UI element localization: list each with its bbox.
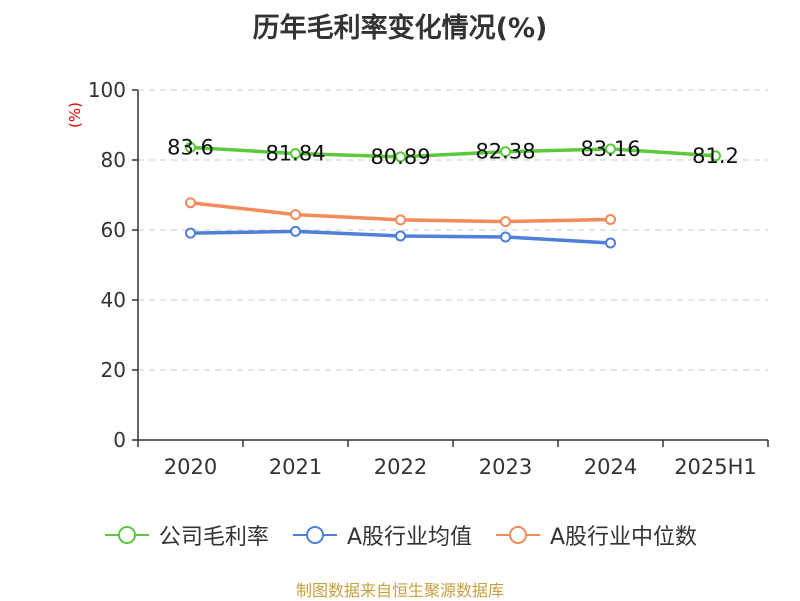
legend-label-industry-average: A股行业均值: [346, 525, 472, 550]
data-label-2022: 80.89: [370, 145, 430, 169]
legend-item-industry-median[interactable]: A股行业中位数: [494, 519, 697, 551]
y-tick-label-80: 80: [101, 148, 126, 172]
data-label-2024: 83.16: [580, 137, 640, 161]
series-2-point-2023: [500, 216, 511, 228]
y-tick-label-20: 20: [101, 358, 126, 382]
series-0-point-2024: [605, 143, 616, 155]
series-0-point-2025H1: [710, 150, 721, 162]
x-tick-label-2022: 2022: [374, 455, 427, 479]
series-0-point-2020: [185, 141, 196, 153]
y-tick-label-100: 100: [88, 78, 126, 102]
data-source: 制图数据来自恒生聚源数据库: [295, 581, 504, 600]
chart-title: 历年毛利率变化情况(%): [252, 13, 548, 44]
data-label-2021: 81.84: [265, 142, 325, 166]
y-tick-label-40: 40: [101, 288, 126, 312]
series-2-point-2021: [290, 209, 301, 221]
series-1-point-2021: [290, 225, 301, 237]
legend-label-company: 公司毛利率: [158, 525, 269, 550]
legend-item-industry-average[interactable]: A股行业均值: [291, 519, 472, 551]
series-line-0: [190, 145, 716, 159]
y-tick-label-60: 60: [101, 218, 126, 242]
series-2-point-2020: [185, 197, 196, 209]
x-tick-label-2025H1: 2025H1: [674, 455, 757, 479]
x-tick-label-2020: 2020: [164, 455, 217, 479]
data-label-2023: 82.38: [475, 140, 535, 164]
data-label-2020: 83.6: [167, 135, 214, 159]
series-1-point-2022: [395, 230, 406, 242]
series-1-point-2023: [500, 231, 511, 243]
series-1-point-2020: [185, 227, 196, 239]
series-1-point-2024: [605, 237, 616, 249]
x-tick-label-2023: 2023: [479, 455, 532, 479]
data-label-2025H1: 81.2: [692, 144, 739, 168]
series-0-point-2023: [500, 146, 511, 158]
legend-marker-industry-average: [292, 526, 337, 544]
series-2-point-2024: [605, 214, 616, 225]
x-tick-label-2024: 2024: [584, 455, 637, 479]
series-2-point-2022: [395, 214, 406, 226]
legend-marker-industry-median: [496, 526, 540, 544]
legend-item-company[interactable]: 公司毛利率: [103, 519, 269, 551]
y-tick-label-0: 0: [113, 428, 126, 452]
series-0-point-2021: [290, 148, 301, 160]
legend-label-industry-median: A股行业中位数: [550, 525, 698, 550]
legend-marker-company: [104, 526, 149, 544]
x-tick-label-2021: 2021: [269, 455, 322, 479]
series-0-point-2022: [395, 151, 406, 163]
legend: 公司毛利率 A股行业均值 A股行业中位数: [0, 519, 800, 551]
